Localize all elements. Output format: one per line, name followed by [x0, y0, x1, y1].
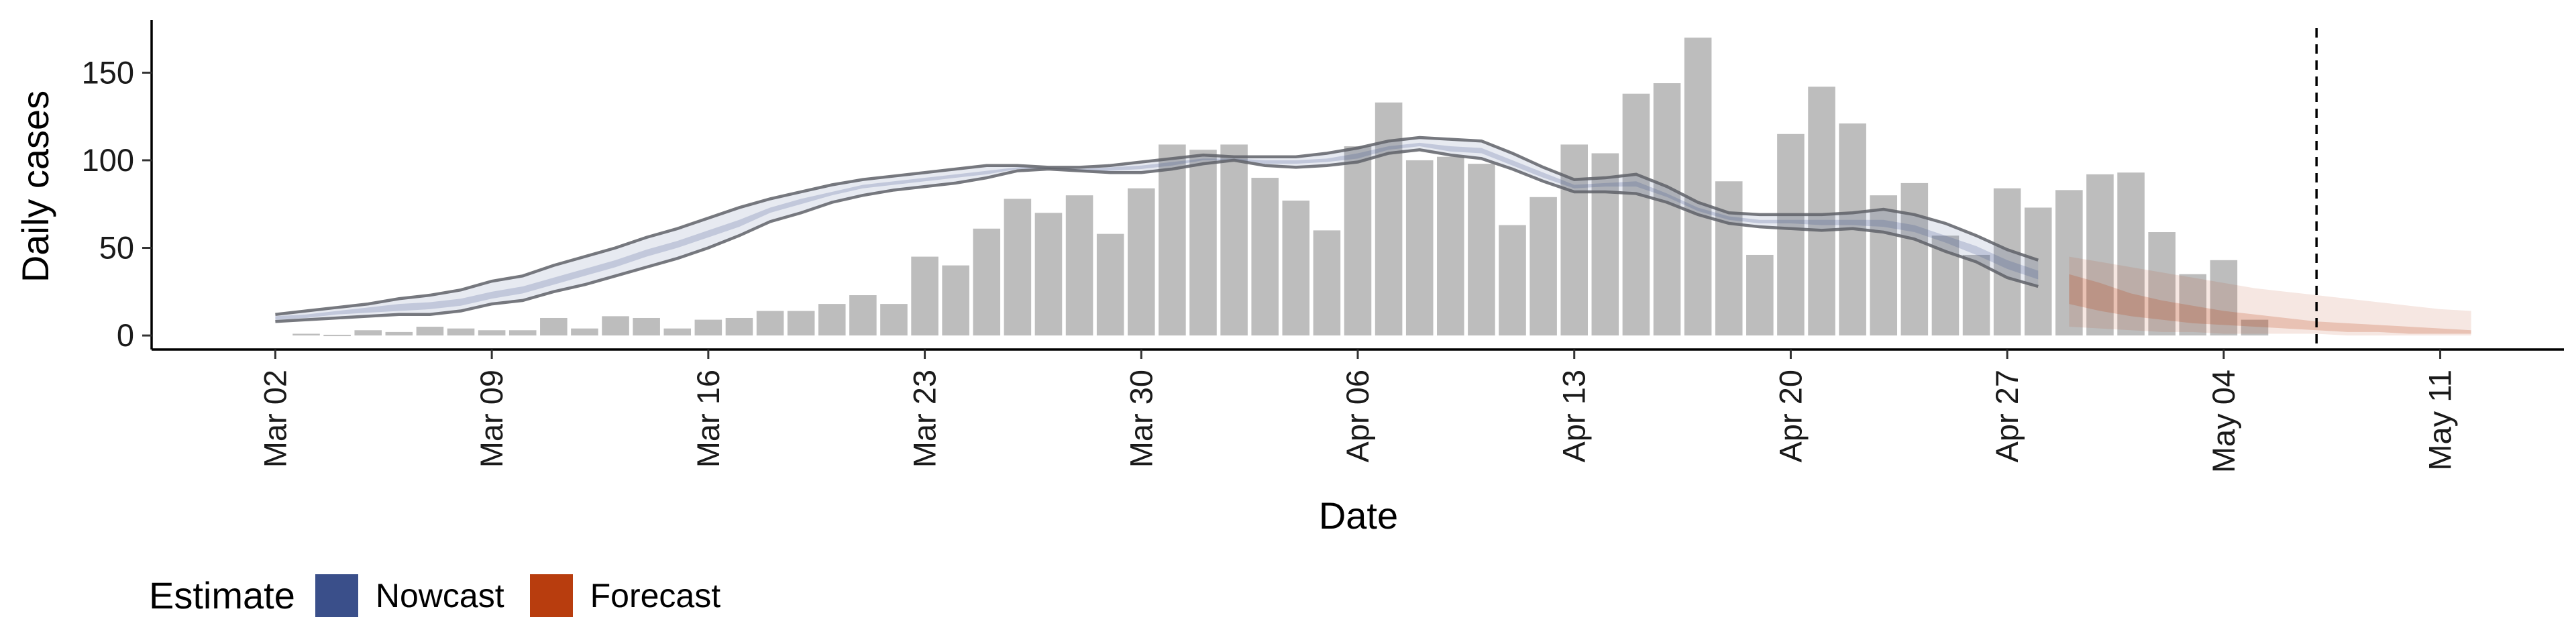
bar	[292, 333, 320, 336]
y-tick-label: 0	[117, 317, 134, 353]
bar	[1777, 133, 1805, 336]
bar	[1591, 153, 1619, 336]
y-tick-label: 50	[99, 230, 134, 266]
bar	[942, 265, 969, 336]
legend-key-forecast	[529, 574, 573, 617]
legend-label-forecast: Forecast	[590, 576, 721, 614]
y-tick-label: 100	[82, 142, 134, 178]
bar	[1529, 197, 1557, 336]
x-axis-title: Date	[1319, 494, 1398, 537]
y-axis-title: Daily cases	[14, 91, 56, 282]
bar	[849, 295, 877, 336]
x-tick-label: Mar 02	[257, 370, 292, 468]
x-tick-label: Apr 06	[1340, 370, 1375, 462]
bar	[323, 335, 351, 337]
bar	[1560, 144, 1589, 336]
forecast-outer-band	[2069, 256, 2471, 336]
legend-title: Estimate	[149, 574, 295, 616]
bar	[1096, 233, 1124, 336]
legend: Estimate Nowcast Forecast	[149, 574, 746, 617]
bar	[694, 319, 722, 336]
bar	[818, 304, 846, 336]
bars-layer	[292, 38, 2269, 337]
bar	[1715, 181, 1743, 336]
x-tick-label: Apr 13	[1556, 370, 1592, 462]
bar	[725, 317, 753, 336]
bar	[1251, 178, 1279, 336]
bar	[1375, 102, 1403, 336]
bar	[1499, 225, 1526, 336]
bar	[1127, 188, 1155, 336]
bar	[478, 330, 506, 336]
x-tick-label: Apr 20	[1772, 370, 1808, 462]
nowcast-outer-band	[275, 137, 2039, 322]
forecast-inner-band	[2069, 274, 2471, 334]
bar	[540, 317, 568, 336]
x-tick-label: May 11	[2422, 370, 2458, 471]
x-tick-label: Mar 09	[474, 370, 509, 468]
x-tick-label: Apr 27	[1989, 370, 2025, 462]
forecast-layer	[2069, 256, 2471, 336]
bar	[633, 317, 660, 336]
nowcast-layer	[275, 136, 2039, 323]
bar	[354, 330, 382, 336]
bar	[1870, 195, 1898, 336]
bar	[1962, 254, 1990, 336]
nowcast-inner-band	[275, 142, 2039, 320]
bar	[2210, 260, 2238, 336]
x-tick-label: May 04	[2206, 370, 2241, 473]
bar	[1622, 93, 1650, 336]
bar	[2148, 232, 2176, 336]
bar	[1159, 144, 1186, 336]
axes-layer: 0 50 100 150 Mar 02 Mar 09 Mar 16 Mar 23 Mar 30 A…	[82, 20, 2564, 473]
legend-label-nowcast: Nowcast	[375, 576, 504, 614]
bar	[1282, 201, 1310, 336]
bar	[2241, 319, 2269, 336]
bar	[447, 328, 475, 336]
bar	[1405, 160, 1434, 336]
x-tick-label: Mar 23	[907, 370, 943, 468]
bar	[416, 327, 444, 336]
bar	[1004, 199, 1032, 336]
bar	[2086, 174, 2114, 336]
bar	[1313, 230, 1341, 336]
bar	[602, 316, 629, 336]
bar	[1034, 213, 1063, 336]
bar	[1746, 254, 1774, 336]
bar	[1220, 144, 1248, 336]
bar	[973, 228, 1001, 336]
bar	[787, 311, 815, 336]
bar	[1065, 195, 1093, 336]
bar	[2055, 190, 2083, 336]
x-tick-label: Mar 30	[1123, 370, 1159, 468]
legend-key-nowcast	[315, 574, 358, 617]
bar	[2117, 172, 2145, 336]
bar	[1653, 83, 1681, 336]
bar	[1468, 164, 1495, 336]
bar	[2024, 207, 2052, 336]
bar	[571, 328, 598, 336]
nowcast-lower-line	[275, 148, 2039, 323]
bar	[1900, 182, 1929, 336]
bar	[1684, 38, 1712, 336]
bar	[880, 304, 908, 336]
bar	[2179, 274, 2207, 336]
bar	[1189, 150, 1217, 336]
nowcast-upper-line	[275, 136, 2039, 317]
y-tick-label: 150	[82, 54, 134, 90]
bar	[508, 330, 537, 336]
bar	[1993, 188, 2021, 336]
bar	[911, 256, 938, 336]
bar	[1437, 156, 1464, 336]
bar	[756, 311, 784, 336]
x-tick-label: Mar 16	[690, 370, 726, 468]
bar	[1344, 146, 1372, 336]
bar	[1808, 87, 1835, 336]
bar	[663, 328, 692, 336]
bar	[385, 331, 413, 336]
